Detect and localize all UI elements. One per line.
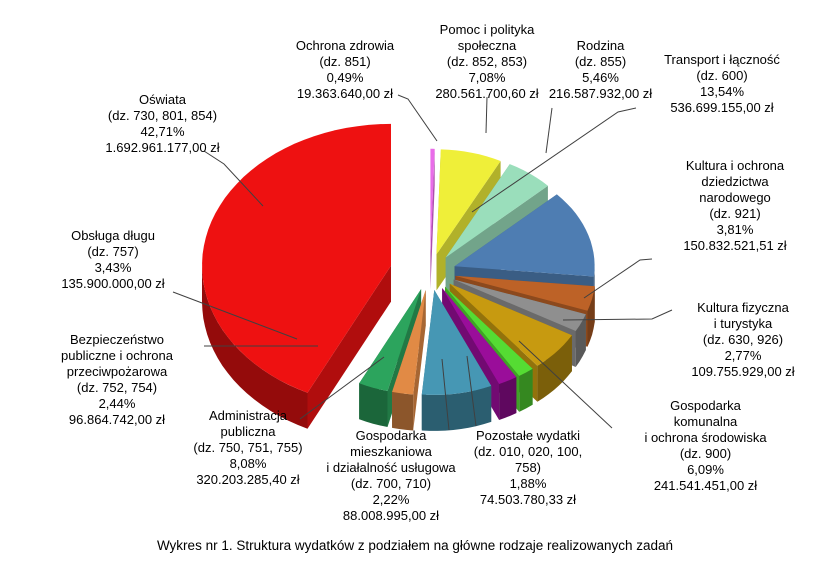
label-line: Gospodarka bbox=[355, 428, 427, 443]
label-line: publiczna bbox=[220, 424, 276, 439]
label-line: i działalność usługowa bbox=[326, 460, 456, 475]
label-oswiata: Oświata (dz. 730, 801, 854) 42,71% 1.692.96… bbox=[55, 92, 270, 156]
label-line: 5,46% bbox=[582, 70, 619, 85]
label-line: (dz. 921) bbox=[709, 206, 761, 221]
label-line: Rodzina bbox=[576, 38, 625, 53]
label-line: Kultura fizyczna bbox=[697, 300, 789, 315]
label-line: Administracja bbox=[208, 408, 288, 423]
label-line: Oświata bbox=[139, 92, 186, 107]
label-pozostale-wydatki: Pozostałe wydatki (dz. 010, 020, 100, 758)… bbox=[453, 428, 603, 508]
label-line: 3,43% bbox=[94, 260, 132, 275]
label-line: Transport i łączność bbox=[664, 52, 780, 67]
label-line: publiczne i ochrona bbox=[60, 348, 174, 363]
label-line: (dz. 630, 926) bbox=[702, 332, 784, 347]
pie-slice-bezpieczenstwo-publiczne bbox=[392, 290, 426, 431]
leader-lines bbox=[172, 94, 673, 431]
label-line: (dz. 852, 853) bbox=[446, 54, 528, 69]
label-line: (dz. 730, 801, 854) bbox=[107, 108, 218, 123]
label-line: 109.755.929,00 zł bbox=[691, 364, 795, 379]
label-line: społeczna bbox=[457, 38, 517, 53]
label-line: (dz. 600) bbox=[696, 68, 748, 83]
label-line: (dz. 752, 754) bbox=[76, 380, 158, 395]
label-line: 0,49% bbox=[326, 70, 364, 85]
label-line: Pomoc i polityka bbox=[439, 22, 535, 37]
label-ochrona-zdrowia: Ochrona zdrowia (dz. 851) 0,49% 19.363.640,… bbox=[280, 38, 410, 102]
label-line: 7,08% bbox=[468, 70, 506, 85]
label-line: 6,09% bbox=[687, 462, 724, 477]
label-line: i turystyka bbox=[713, 316, 773, 331]
label-line: 216.587.932,00 zł bbox=[548, 86, 653, 101]
label-line: Pozostałe wydatki bbox=[475, 428, 581, 443]
label-rodzina: Rodzina (dz. 855) 5,46% 216.587.932,00 zł bbox=[538, 38, 663, 102]
label-administracja-publiczna: Administracja publiczna (dz. 750, 751, 755… bbox=[163, 408, 333, 488]
pie-slice-administracja-publiczna bbox=[421, 290, 492, 431]
pie-slice-ochrona-zdrowia bbox=[430, 148, 435, 290]
label-line: 13,54% bbox=[699, 84, 745, 99]
label-gospodarka-mieszkaniowa: Gospodarka mieszkaniowa i działalność usłu… bbox=[305, 428, 477, 524]
label-line: (dz. 750, 751, 755) bbox=[193, 440, 303, 455]
label-line: 3,81% bbox=[716, 222, 754, 237]
label-line: 241.541.451,00 zł bbox=[653, 478, 758, 493]
label-line: 2,22% bbox=[372, 492, 410, 507]
label-line: (dz. 757) bbox=[87, 244, 139, 259]
label-line: 2,44% bbox=[98, 396, 136, 411]
label-line: 280.561.700,60 zł bbox=[435, 86, 539, 101]
label-line: 2,77% bbox=[724, 348, 762, 363]
label-obsluga-dlugu: Obsługa długu (dz. 757) 3,43% 135.900.000,0… bbox=[27, 228, 199, 292]
label-line: Bezpieczeństwo bbox=[70, 332, 164, 347]
figure-caption: Wykres nr 1. Struktura wydatków z podzia… bbox=[156, 538, 674, 553]
label-bezpieczenstwo-publiczne: Bezpieczeństwo publiczne i ochrona przeciw… bbox=[27, 332, 207, 428]
label-line: 320.203.285,40 zł bbox=[196, 472, 300, 487]
label-line: 74.503.780,33 zł bbox=[479, 492, 577, 507]
label-kultura-fizyczna: Kultura fizyczna i turystyka (dz. 630, 926… bbox=[657, 300, 829, 380]
label-line: 96.864.742,00 zł bbox=[68, 412, 166, 427]
label-line: i ochrona środowiska bbox=[644, 430, 767, 445]
label-line: (dz. 700, 710) bbox=[350, 476, 432, 491]
label-line: (dz. 900) bbox=[679, 446, 732, 461]
label-line: 1,88% bbox=[509, 476, 547, 491]
label-line: Gospodarka bbox=[670, 398, 741, 413]
label-gospodarka-komunalna: Gospodarka komunalna i ochrona środowiska(… bbox=[608, 398, 803, 494]
label-line: 42,71% bbox=[140, 124, 185, 139]
label-transport-lacznosc: Transport i łączność (dz. 600) 13,54% 536.6… bbox=[637, 52, 807, 116]
label-line: 88.008.995,00 zł bbox=[342, 508, 440, 523]
label-pomoc-spoleczna: Pomoc i polityka społeczna (dz. 852, 853) 7… bbox=[417, 22, 557, 102]
label-line: (dz. 010, 020, 100, bbox=[473, 444, 583, 459]
label-line: (dz. 851) bbox=[319, 54, 371, 69]
label-line: (dz. 855) bbox=[574, 54, 627, 69]
label-line: 1.692.961.177,00 zł bbox=[105, 140, 220, 155]
label-line: 8,08% bbox=[229, 456, 267, 471]
label-kultura-dziedzictwa: Kultura i ochrona dziedzictwa narodowego (d… bbox=[650, 158, 820, 254]
label-line: 150.832.521,51 zł bbox=[683, 238, 787, 253]
label-line: 536.699.155,00 zł bbox=[670, 100, 774, 115]
label-line: Ochrona zdrowia bbox=[295, 38, 395, 53]
label-line: Obsługa długu bbox=[71, 228, 155, 243]
label-line: mieszkaniowa bbox=[350, 444, 432, 459]
label-line: przeciwpożarowa bbox=[66, 364, 168, 379]
label-line: narodowego bbox=[699, 190, 771, 205]
label-line: 758) bbox=[514, 460, 542, 475]
label-line: komunalna bbox=[673, 414, 738, 429]
label-line: 135.900.000,00 zł bbox=[61, 276, 165, 291]
label-line: dziedzictwa bbox=[701, 174, 769, 189]
label-line: Kultura i ochrona bbox=[685, 158, 785, 173]
label-line: 19.363.640,00 zł bbox=[296, 86, 394, 101]
